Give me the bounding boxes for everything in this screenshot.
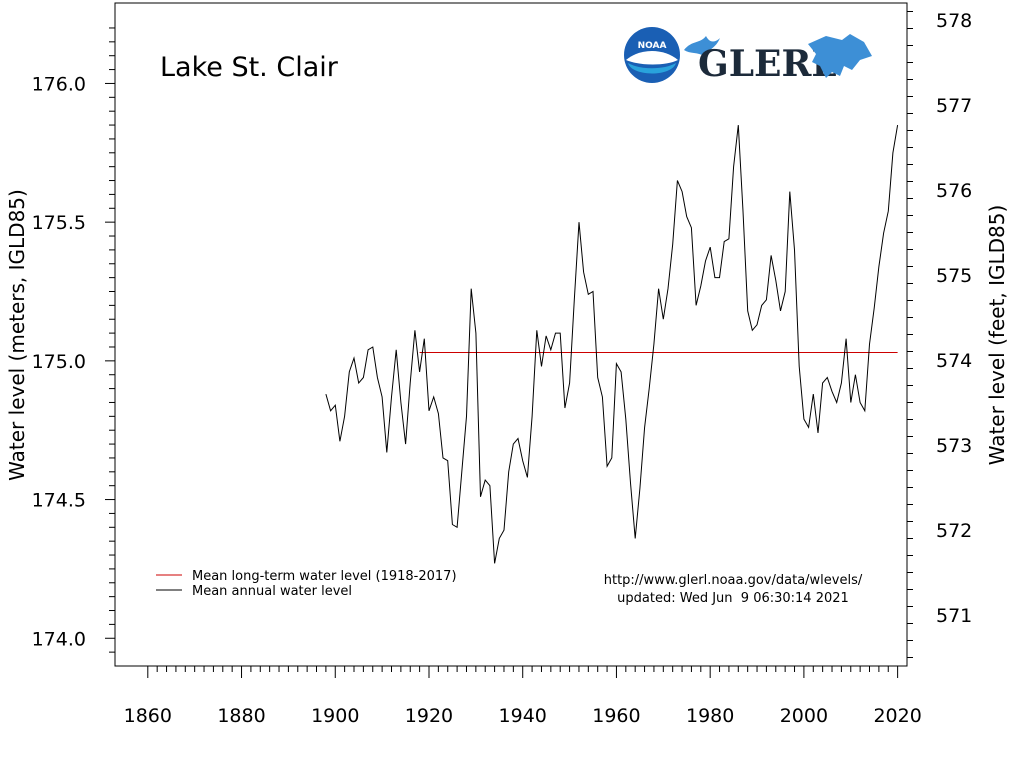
y-axis-label-right: Water level (feet, IGLD85) bbox=[985, 205, 1009, 466]
y-tick-label: 174.5 bbox=[32, 490, 86, 512]
y2-tick-label: 574 bbox=[936, 350, 972, 372]
x-tick-label: 1960 bbox=[592, 705, 640, 727]
glerl-logo: GLERL bbox=[684, 34, 872, 85]
x-tick-label: 1880 bbox=[217, 705, 265, 727]
chart-title: Lake St. Clair bbox=[160, 52, 339, 83]
series-layer bbox=[325, 125, 899, 564]
y2-tick-label: 575 bbox=[936, 265, 972, 287]
y2-tick-label: 576 bbox=[936, 180, 972, 202]
x-tick-label: 1860 bbox=[124, 705, 172, 727]
x-tick-label: 2020 bbox=[873, 705, 921, 727]
y-tick-label: 176.0 bbox=[32, 73, 86, 95]
plot-frame bbox=[114, 2, 908, 667]
y2-tick-label: 571 bbox=[936, 605, 972, 627]
noaa-logo-bird bbox=[626, 51, 678, 65]
y-axis-left: 174.0 174.5 175.0 175.5 176.0 bbox=[32, 27, 115, 653]
y2-tick-label: 573 bbox=[936, 435, 972, 457]
x-tick-label: 2000 bbox=[780, 705, 828, 727]
y2-tick-label: 572 bbox=[936, 520, 972, 542]
legend-label-long-term: Mean long-term water level (1918-2017) bbox=[192, 569, 457, 584]
y-tick-label: 174.0 bbox=[32, 628, 86, 650]
y2-tick-label: 578 bbox=[936, 10, 972, 32]
x-tick-label: 1900 bbox=[311, 705, 359, 727]
y-axis-label-left: Water level (meters, IGLD85) bbox=[5, 189, 29, 481]
noaa-logo-sea bbox=[628, 63, 676, 74]
x-tick-label: 1980 bbox=[686, 705, 734, 727]
noaa-logo-text: NOAA bbox=[638, 41, 667, 51]
source-url: http://www.glerl.noaa.gov/data/wlevels/ bbox=[604, 573, 863, 588]
source-updated: updated: Wed Jun 9 06:30:14 2021 bbox=[617, 591, 849, 606]
legend-label-annual: Mean annual water level bbox=[192, 584, 352, 599]
x-axis: 1860 1880 1900 1920 1940 1960 1980 2000 2020 bbox=[124, 666, 922, 727]
y2-tick-label: 577 bbox=[936, 95, 972, 117]
y-tick-label: 175.0 bbox=[32, 351, 86, 373]
series-line-annual-mean bbox=[325, 125, 899, 564]
y-axis-right: 571 572 573 574 575 576 577 578 bbox=[907, 10, 972, 658]
x-tick-label: 1920 bbox=[405, 705, 453, 727]
legend: Mean long-term water level (1918-2017) M… bbox=[156, 569, 457, 599]
noaa-logo: NOAA bbox=[624, 27, 680, 83]
y-tick-label: 175.5 bbox=[32, 212, 86, 234]
x-tick-label: 1940 bbox=[499, 705, 547, 727]
glerl-logo-lakes bbox=[808, 34, 872, 78]
glerl-logo-wave bbox=[684, 36, 720, 56]
